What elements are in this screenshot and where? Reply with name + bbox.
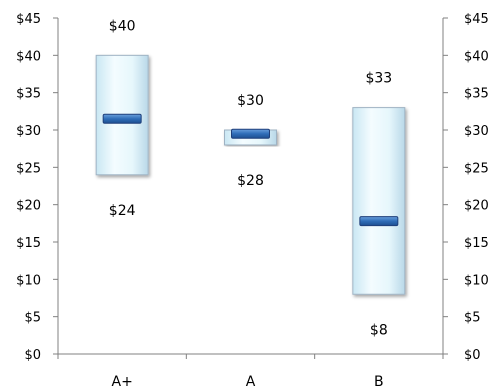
y-tick-label-right: $35	[464, 87, 489, 102]
category-label: A	[246, 374, 256, 390]
y-tick-label-right: $40	[464, 49, 489, 64]
low-value-label: $24	[109, 203, 136, 219]
chart-labels: $0 $0 $5 $5 $10 $10 $15 $15 $20 $20 $25 $25 $30 $30 $3…	[16, 12, 489, 390]
chart-marks	[95, 54, 406, 295]
range-bar-b	[352, 107, 406, 295]
y-tick-label-left: $20	[16, 199, 41, 214]
marker-b	[359, 216, 399, 227]
y-tick-label-left: $40	[16, 49, 41, 64]
marker-aplus	[102, 113, 142, 124]
y-tick-label-right: $30	[464, 124, 489, 139]
low-value-label: $8	[370, 322, 388, 338]
y-tick-label-right: $15	[464, 236, 489, 251]
y-tick-label-left: $30	[16, 124, 41, 139]
category-label: B	[374, 374, 384, 390]
y-tick-label-right: $25	[464, 161, 489, 176]
y-tick-label-left: $35	[16, 87, 41, 102]
y-tick-label-right: $5	[464, 311, 481, 326]
y-tick-label-right: $20	[464, 199, 489, 214]
y-tick-label-right: $45	[464, 12, 489, 27]
y-tick-label-left: $10	[16, 273, 41, 288]
high-value-label: $33	[365, 71, 392, 87]
low-value-label: $28	[237, 173, 264, 189]
y-tick-label-right: $0	[464, 348, 481, 363]
y-tick-label-left: $0	[24, 348, 41, 363]
high-value-label: $30	[237, 93, 264, 109]
marker-a	[231, 128, 270, 139]
y-tick-label-right: $10	[464, 273, 489, 288]
y-tick-label-left: $45	[16, 12, 41, 27]
axes	[53, 17, 448, 359]
y-tick-label-left: $25	[16, 161, 41, 176]
category-label: A+	[112, 374, 133, 390]
y-tick-label-left: $15	[16, 236, 41, 251]
y-tick-label-left: $5	[24, 311, 41, 326]
high-value-label: $40	[109, 18, 136, 34]
